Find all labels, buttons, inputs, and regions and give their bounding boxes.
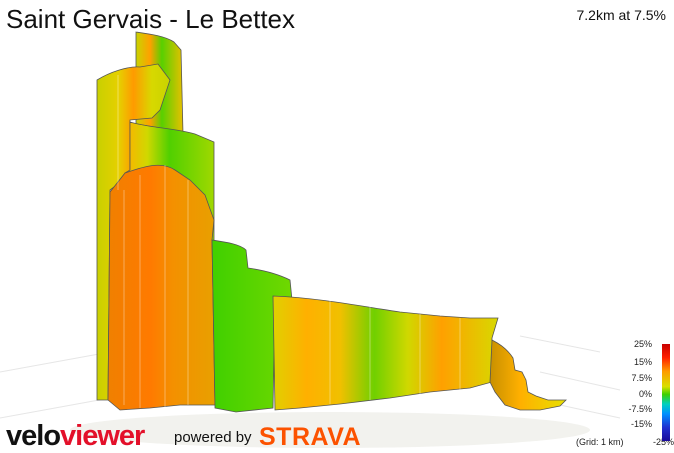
gradient-legend: 25% 15% 7.5% 0% -7.5% -15% -25% [607, 337, 674, 451]
legend-colorbar [662, 344, 670, 441]
ground-shadow [70, 412, 590, 448]
powered-by-text: powered by [174, 429, 252, 446]
climb-stat: 7.2km at 7.5% [576, 7, 667, 23]
legend-label-7-5: 7.5% [631, 373, 652, 383]
profile-main-wall [107, 164, 216, 411]
legend-label-neg-25: -25% [652, 437, 674, 447]
grid-scale-note: (Grid: 1 km) [576, 437, 624, 447]
legend-label-neg-15: -15% [630, 419, 652, 429]
legend-label-neg-7-5: -7.5% [628, 404, 652, 414]
logo-viewer: viewer [60, 420, 145, 452]
strava-logo[interactable]: STRAVA [259, 423, 362, 451]
legend-label-25: 25% [633, 339, 652, 349]
profile-descent-tail [489, 339, 567, 411]
page-title: Saint Gervais - Le Bettex [6, 4, 296, 34]
tower-stripes [117, 75, 461, 408]
logo-velo: velo [6, 420, 61, 452]
ground-grid [0, 335, 621, 419]
veloviewer-logo[interactable]: veloviewer [6, 420, 145, 453]
profile-long-wall [272, 295, 499, 411]
legend-label-15: 15% [633, 357, 652, 367]
legend-label-0: 0% [638, 389, 652, 399]
